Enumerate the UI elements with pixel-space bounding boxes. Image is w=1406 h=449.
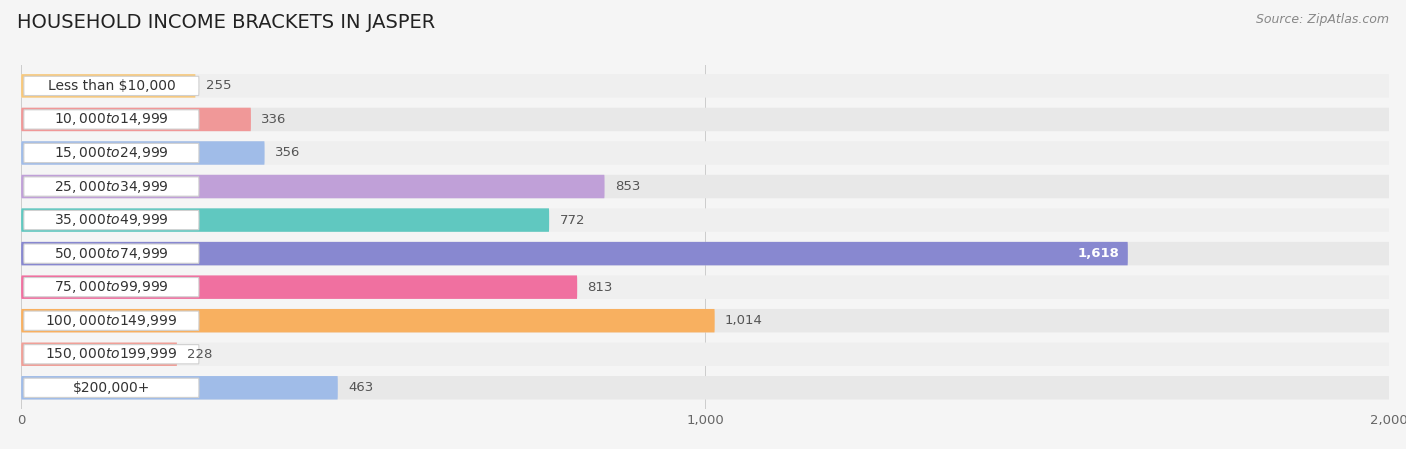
FancyBboxPatch shape [21,309,1389,332]
FancyBboxPatch shape [21,108,250,131]
FancyBboxPatch shape [21,343,177,366]
Text: 228: 228 [187,348,212,361]
FancyBboxPatch shape [24,76,198,96]
FancyBboxPatch shape [24,277,198,297]
Text: 813: 813 [588,281,613,294]
FancyBboxPatch shape [21,376,1389,400]
Text: $200,000+: $200,000+ [73,381,150,395]
Text: 1,014: 1,014 [725,314,763,327]
Text: 1,618: 1,618 [1078,247,1119,260]
FancyBboxPatch shape [21,208,550,232]
Text: 255: 255 [205,79,231,92]
FancyBboxPatch shape [24,177,198,196]
Text: $50,000 to $74,999: $50,000 to $74,999 [53,246,169,262]
Text: Less than $10,000: Less than $10,000 [48,79,176,93]
FancyBboxPatch shape [21,74,195,97]
FancyBboxPatch shape [24,244,198,263]
FancyBboxPatch shape [21,275,578,299]
Text: $100,000 to $149,999: $100,000 to $149,999 [45,313,177,329]
FancyBboxPatch shape [21,108,1389,131]
FancyBboxPatch shape [21,141,1389,165]
Text: $75,000 to $99,999: $75,000 to $99,999 [53,279,169,295]
FancyBboxPatch shape [24,110,198,129]
FancyBboxPatch shape [21,175,1389,198]
FancyBboxPatch shape [24,378,198,397]
Text: 356: 356 [274,146,301,159]
Text: $25,000 to $34,999: $25,000 to $34,999 [53,179,169,194]
Text: 336: 336 [262,113,287,126]
FancyBboxPatch shape [24,311,198,330]
FancyBboxPatch shape [21,376,337,400]
Text: 463: 463 [349,381,374,394]
FancyBboxPatch shape [21,275,1389,299]
FancyBboxPatch shape [21,242,1389,265]
Text: 772: 772 [560,214,585,227]
Text: Source: ZipAtlas.com: Source: ZipAtlas.com [1256,13,1389,26]
FancyBboxPatch shape [21,208,1389,232]
FancyBboxPatch shape [21,309,714,332]
Text: $10,000 to $14,999: $10,000 to $14,999 [53,111,169,128]
Text: $15,000 to $24,999: $15,000 to $24,999 [53,145,169,161]
Text: 853: 853 [614,180,640,193]
FancyBboxPatch shape [24,211,198,230]
FancyBboxPatch shape [21,242,1128,265]
FancyBboxPatch shape [21,141,264,165]
FancyBboxPatch shape [24,345,198,364]
FancyBboxPatch shape [21,343,1389,366]
FancyBboxPatch shape [24,143,198,163]
FancyBboxPatch shape [21,175,605,198]
Text: HOUSEHOLD INCOME BRACKETS IN JASPER: HOUSEHOLD INCOME BRACKETS IN JASPER [17,13,434,32]
FancyBboxPatch shape [21,74,1389,97]
Text: $150,000 to $199,999: $150,000 to $199,999 [45,346,177,362]
Text: $35,000 to $49,999: $35,000 to $49,999 [53,212,169,228]
